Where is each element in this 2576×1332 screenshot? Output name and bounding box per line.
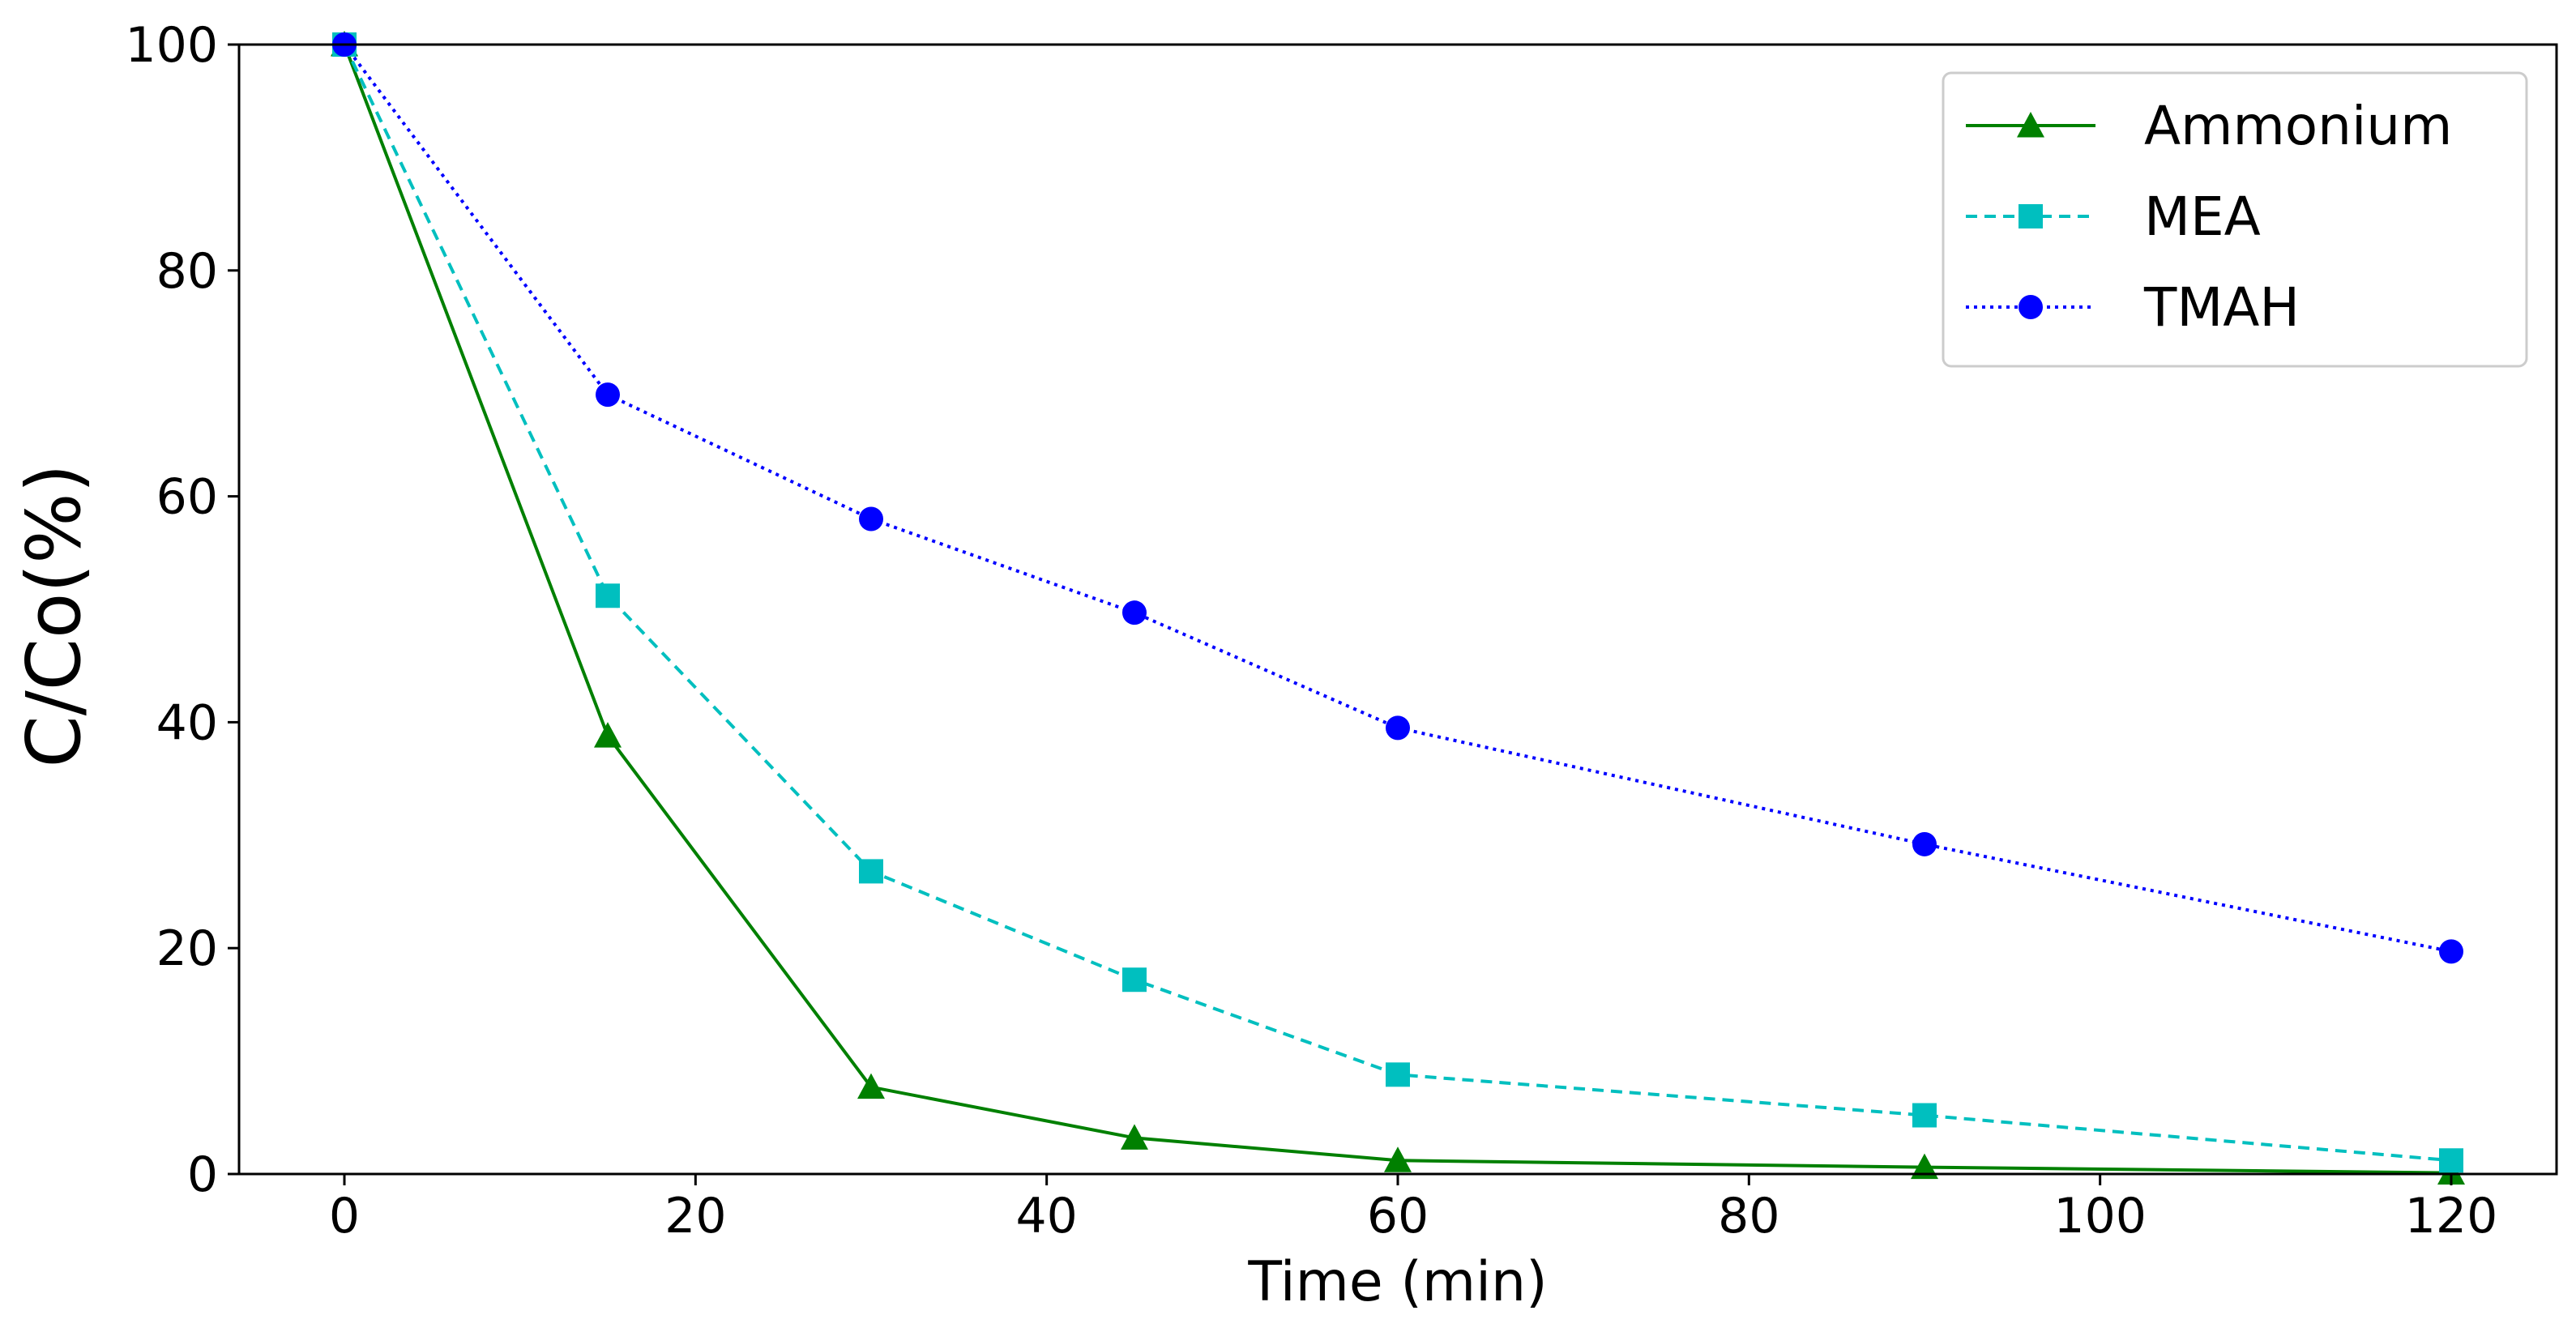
x-tick-label: 20: [664, 1188, 726, 1244]
x-tick-label: 60: [1367, 1188, 1429, 1244]
data-point-ammonium: [1121, 1124, 1148, 1150]
data-point-tmah: [1386, 715, 1410, 741]
data-point-ammonium: [857, 1073, 885, 1099]
y-tick-label: 20: [156, 920, 218, 977]
data-point-ammonium: [1911, 1153, 1938, 1180]
x-axis-ticks: 0 20 40 60 80 100 120: [329, 1174, 2497, 1244]
data-point-ammonium: [1384, 1146, 1412, 1172]
legend: Ammonium MEA TMAH: [1942, 71, 2528, 368]
series-layer: [331, 31, 2465, 1185]
x-axis-title: Time (min): [1247, 1250, 1547, 1314]
data-point-tmah: [1122, 600, 1147, 625]
y-tick-label: 40: [156, 694, 218, 751]
series-tmah: [332, 32, 2463, 964]
x-tick-label: 100: [2053, 1188, 2147, 1244]
data-point-tmah: [596, 382, 620, 408]
data-point-mea: [2439, 1148, 2463, 1173]
x-tick-label: 40: [1015, 1188, 1077, 1244]
legend-marker-tmah: [2019, 295, 2043, 319]
data-point-tmah: [859, 506, 883, 532]
legend-label-ammonium: Ammonium: [2144, 95, 2452, 157]
data-point-mea: [859, 859, 883, 884]
y-tick-label: 0: [187, 1146, 218, 1203]
data-point-tmah: [1912, 831, 1937, 856]
x-tick-label: 80: [1718, 1188, 1779, 1244]
data-point-tmah: [2439, 939, 2463, 964]
y-tick-label: 80: [156, 243, 218, 300]
legend-marker-mea: [2019, 204, 2043, 228]
data-point-mea: [596, 583, 620, 608]
x-tick-label: 120: [2405, 1188, 2498, 1244]
y-tick-label: 60: [156, 469, 218, 526]
legend-marker-ammonium: [2017, 112, 2044, 138]
x-tick-label: 0: [329, 1188, 360, 1244]
y-tick-label: 100: [125, 17, 218, 74]
y-axis-title: C/Co(%): [11, 464, 97, 768]
data-point-ammonium: [594, 722, 622, 748]
data-point-mea: [1122, 967, 1147, 993]
data-point-mea: [1386, 1062, 1410, 1087]
legend-box: [1942, 71, 2528, 368]
y-axis-ticks: 0 20 40 60 80 100: [125, 17, 239, 1203]
legend-label-mea: MEA: [2144, 186, 2261, 248]
data-point-mea: [1912, 1103, 1937, 1128]
legend-label-tmah: TMAH: [2143, 276, 2300, 339]
